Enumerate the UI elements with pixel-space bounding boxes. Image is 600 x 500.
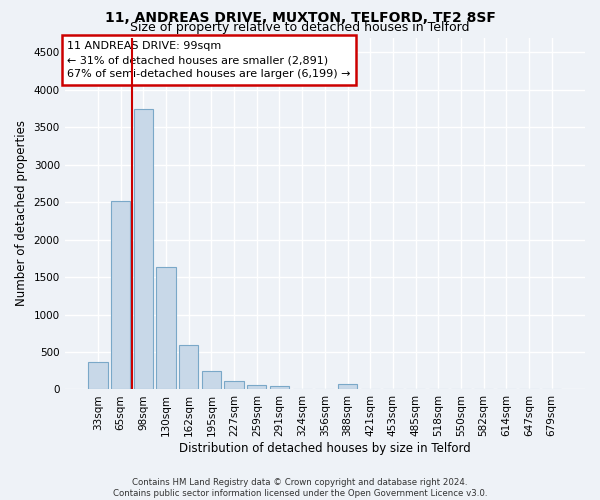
Text: 11, ANDREAS DRIVE, MUXTON, TELFORD, TF2 8SF: 11, ANDREAS DRIVE, MUXTON, TELFORD, TF2 … — [104, 11, 496, 25]
Bar — [247, 384, 266, 390]
Bar — [224, 381, 244, 390]
Bar — [88, 362, 107, 390]
Bar — [157, 266, 176, 390]
Bar — [270, 386, 289, 390]
Bar — [338, 384, 357, 390]
Text: Contains HM Land Registry data © Crown copyright and database right 2024.
Contai: Contains HM Land Registry data © Crown c… — [113, 478, 487, 498]
Bar — [111, 202, 130, 390]
Bar — [134, 110, 153, 390]
Text: Size of property relative to detached houses in Telford: Size of property relative to detached ho… — [130, 21, 470, 34]
Bar — [202, 372, 221, 390]
Text: 11 ANDREAS DRIVE: 99sqm
← 31% of detached houses are smaller (2,891)
67% of semi: 11 ANDREAS DRIVE: 99sqm ← 31% of detache… — [67, 41, 351, 79]
Bar — [179, 346, 199, 390]
Y-axis label: Number of detached properties: Number of detached properties — [15, 120, 28, 306]
X-axis label: Distribution of detached houses by size in Telford: Distribution of detached houses by size … — [179, 442, 471, 455]
